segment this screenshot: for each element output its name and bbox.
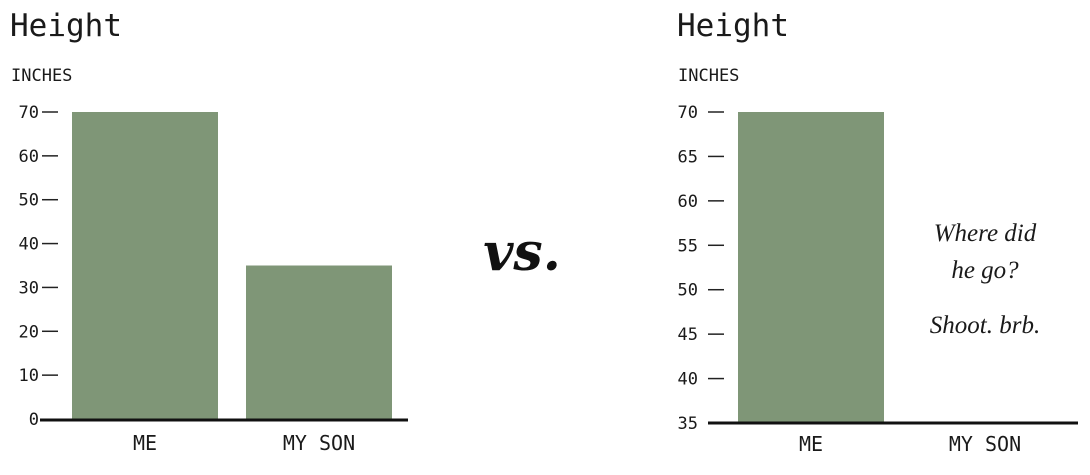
right-chart-title: Height bbox=[677, 8, 789, 44]
left-y-tick-label: 60 bbox=[19, 147, 39, 167]
left-bar-my-son bbox=[246, 265, 392, 419]
right-y-tick-label: 65 bbox=[678, 147, 698, 167]
right-y-tick-label: 70 bbox=[678, 103, 698, 123]
vs-label: vs. bbox=[483, 222, 561, 283]
right-bar-me bbox=[738, 112, 884, 423]
right-x-tick-label: MY SON bbox=[949, 432, 1021, 456]
left-chart-ylabel: INCHES bbox=[11, 66, 72, 86]
right-chart-ylabel: INCHES bbox=[678, 66, 739, 86]
left-y-tick-label: 20 bbox=[19, 322, 39, 342]
left-bars bbox=[72, 112, 392, 419]
left-x-tick-label: ME bbox=[133, 431, 157, 455]
right-x-tick-label: ME bbox=[799, 432, 823, 456]
annotation-line-1: Where did bbox=[934, 220, 1037, 247]
left-y-tick-label: 50 bbox=[19, 191, 39, 211]
right-y-tick-label: 45 bbox=[678, 325, 698, 345]
right-y-tick-label: 50 bbox=[678, 281, 698, 301]
left-y-tick-label: 0 bbox=[29, 410, 39, 430]
left-y-tick-label: 10 bbox=[19, 366, 39, 386]
left-y-tick-label: 40 bbox=[19, 235, 39, 255]
annotation-line-3: Shoot. brb. bbox=[930, 312, 1040, 339]
left-bar-me bbox=[72, 112, 218, 419]
annotation-line-2: he go? bbox=[951, 257, 1019, 284]
right-y-tick-label: 40 bbox=[678, 370, 698, 390]
left-chart-title: Height bbox=[10, 8, 122, 44]
left-y-axis: 0 10 20 30 40 50 60 70 bbox=[19, 103, 58, 430]
right-x-axis: ME MY SON bbox=[799, 432, 1021, 456]
right-y-axis: 35 40 45 50 55 60 65 70 bbox=[678, 103, 724, 434]
left-chart: Height INCHES 0 10 20 30 40 50 60 70 ME MY SON bbox=[10, 8, 408, 455]
left-x-tick-label: MY SON bbox=[283, 431, 355, 455]
left-y-tick-label: 70 bbox=[19, 103, 39, 123]
left-y-tick-label: 30 bbox=[19, 278, 39, 298]
right-y-tick-label: 35 bbox=[678, 414, 698, 434]
left-x-axis: ME MY SON bbox=[133, 431, 355, 455]
right-bars bbox=[738, 112, 884, 423]
right-y-tick-label: 55 bbox=[678, 236, 698, 256]
right-y-tick-label: 60 bbox=[678, 192, 698, 212]
